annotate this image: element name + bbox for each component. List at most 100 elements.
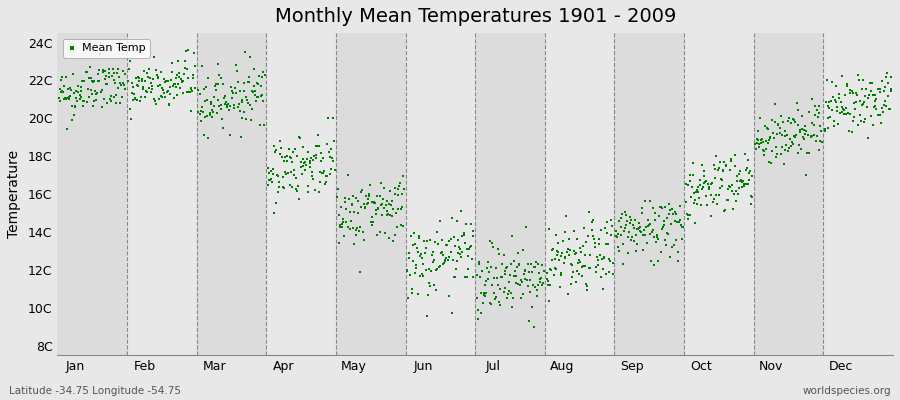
- Mean Temp: [774, 112, 788, 119]
- Mean Temp: [201, 75, 215, 82]
- Mean Temp: [433, 263, 447, 270]
- Mean Temp: [479, 290, 493, 296]
- Mean Temp: [186, 72, 201, 78]
- Mean Temp: [481, 258, 495, 265]
- Bar: [824, 33, 893, 355]
- Mean Temp: [294, 171, 309, 177]
- Mean Temp: [686, 160, 700, 166]
- Mean Temp: [314, 158, 328, 164]
- Mean Temp: [807, 122, 822, 128]
- Mean Temp: [860, 86, 874, 92]
- Mean Temp: [500, 291, 515, 298]
- Mean Temp: [312, 179, 327, 186]
- Mean Temp: [324, 145, 338, 152]
- Mean Temp: [353, 224, 367, 231]
- Mean Temp: [880, 70, 895, 76]
- Mean Temp: [847, 114, 861, 120]
- Mean Temp: [879, 74, 894, 80]
- Mean Temp: [265, 176, 279, 183]
- Mean Temp: [331, 240, 346, 247]
- Mean Temp: [599, 218, 614, 225]
- Mean Temp: [795, 126, 809, 132]
- Mean Temp: [855, 86, 869, 92]
- Mean Temp: [628, 232, 643, 238]
- Mean Temp: [701, 184, 716, 190]
- Mean Temp: [702, 185, 716, 191]
- Mean Temp: [698, 179, 713, 185]
- Mean Temp: [775, 144, 789, 150]
- Mean Temp: [799, 128, 814, 134]
- Mean Temp: [156, 94, 170, 100]
- Mean Temp: [805, 133, 819, 140]
- Mean Temp: [743, 200, 758, 207]
- Mean Temp: [338, 199, 352, 205]
- Mean Temp: [732, 170, 746, 177]
- Mean Temp: [175, 77, 189, 84]
- Mean Temp: [668, 208, 682, 215]
- Mean Temp: [208, 83, 222, 90]
- Mean Temp: [412, 234, 427, 241]
- Mean Temp: [534, 275, 548, 282]
- Mean Temp: [284, 154, 298, 161]
- Mean Temp: [305, 172, 320, 179]
- Mean Temp: [488, 295, 502, 302]
- Mean Temp: [814, 128, 829, 134]
- Mean Temp: [641, 217, 655, 224]
- Mean Temp: [438, 256, 453, 263]
- Mean Temp: [555, 250, 570, 256]
- Mean Temp: [305, 169, 320, 175]
- Mean Temp: [382, 188, 397, 194]
- Mean Temp: [585, 227, 599, 233]
- Mean Temp: [630, 240, 644, 247]
- Mean Temp: [309, 152, 323, 158]
- Mean Temp: [811, 110, 825, 116]
- Mean Temp: [770, 150, 785, 157]
- Mean Temp: [684, 194, 698, 200]
- Mean Temp: [804, 133, 818, 139]
- Mean Temp: [857, 119, 871, 126]
- Mean Temp: [452, 244, 466, 250]
- Mean Temp: [548, 256, 562, 263]
- Mean Temp: [209, 87, 223, 93]
- Mean Temp: [499, 268, 513, 274]
- Mean Temp: [825, 107, 840, 114]
- Mean Temp: [609, 233, 624, 240]
- Mean Temp: [340, 224, 355, 230]
- Mean Temp: [654, 204, 669, 211]
- Mean Temp: [146, 76, 160, 82]
- Mean Temp: [526, 264, 541, 270]
- Mean Temp: [356, 186, 370, 193]
- Mean Temp: [683, 172, 698, 178]
- Mean Temp: [197, 132, 211, 138]
- Mean Temp: [256, 92, 270, 98]
- Bar: [475, 33, 544, 355]
- Mean Temp: [795, 113, 809, 120]
- Mean Temp: [163, 84, 177, 90]
- Mean Temp: [480, 265, 494, 271]
- Mean Temp: [485, 282, 500, 288]
- Mean Temp: [741, 181, 755, 188]
- Mean Temp: [149, 72, 164, 78]
- Mean Temp: [188, 84, 202, 91]
- Mean Temp: [450, 218, 464, 224]
- Mean Temp: [364, 218, 378, 225]
- Mean Temp: [90, 90, 104, 96]
- Mean Temp: [362, 190, 376, 197]
- Legend: Mean Temp: Mean Temp: [63, 39, 150, 58]
- Mean Temp: [652, 204, 667, 211]
- Mean Temp: [560, 249, 574, 256]
- Mean Temp: [660, 230, 674, 236]
- Mean Temp: [223, 132, 238, 138]
- Mean Temp: [791, 150, 806, 156]
- Mean Temp: [370, 232, 384, 238]
- Mean Temp: [652, 258, 666, 264]
- Mean Temp: [160, 88, 175, 94]
- Mean Temp: [395, 191, 410, 197]
- Mean Temp: [830, 103, 844, 110]
- Mean Temp: [792, 142, 806, 148]
- Mean Temp: [275, 184, 290, 190]
- Mean Temp: [675, 224, 689, 230]
- Mean Temp: [728, 198, 742, 204]
- Mean Temp: [380, 198, 394, 204]
- Mean Temp: [490, 275, 504, 281]
